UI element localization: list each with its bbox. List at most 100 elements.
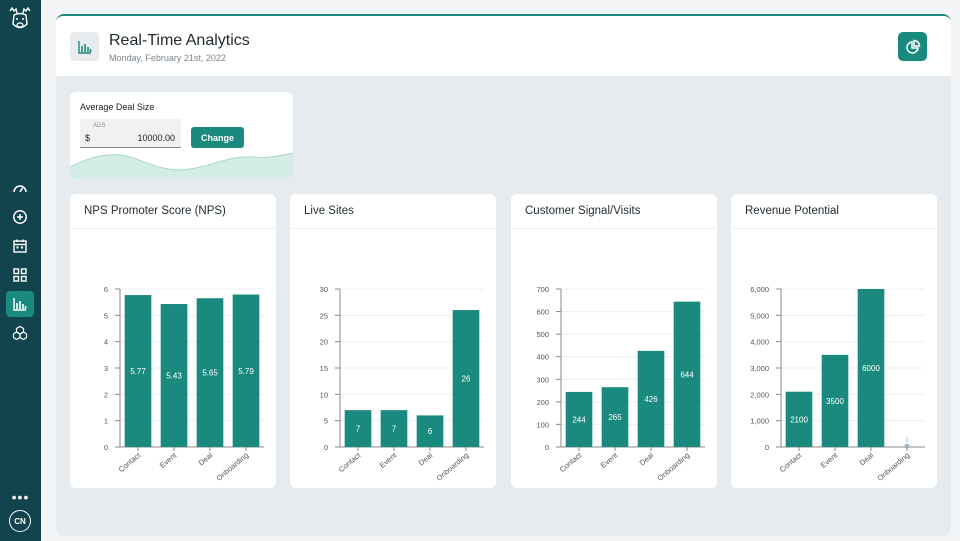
ads-value[interactable]: 10000.00 xyxy=(137,133,175,143)
bar-event xyxy=(380,410,408,447)
y-tick-label: 300 xyxy=(536,375,549,384)
bar-value-label: 0 xyxy=(905,438,909,444)
bar-value-label: 644 xyxy=(680,370,694,379)
y-tick-label: 25 xyxy=(320,311,328,320)
x-tick-label: Onboarding xyxy=(434,451,470,483)
y-tick-label: 0 xyxy=(324,443,328,452)
chart-card-revenue-potential: Revenue Potential 0 1,000 2,000 3,000 4,000 5… xyxy=(731,194,937,488)
bar-value-label: 3500 xyxy=(826,397,844,406)
y-tick-label: 5 xyxy=(324,417,328,426)
y-tick-label: 2,000 xyxy=(750,390,769,399)
y-tick-label: 1 xyxy=(104,417,108,426)
y-tick-label: 600 xyxy=(536,308,549,317)
card-divider xyxy=(511,228,717,229)
bar-onboarding xyxy=(232,294,260,447)
plus-circle-icon xyxy=(13,210,27,224)
bar-value-label: 7 xyxy=(392,425,397,434)
chart-title: Live Sites xyxy=(304,205,354,217)
y-tick-label: 200 xyxy=(536,398,549,407)
x-tick-label: Deal xyxy=(417,450,435,467)
bar-contact xyxy=(124,295,152,447)
bar-value-label: 26 xyxy=(462,375,471,384)
bar-value-label: 5.43 xyxy=(166,372,182,381)
sidebar-item-add[interactable] xyxy=(6,204,34,230)
sidebar-item-apps[interactable] xyxy=(6,262,34,288)
sidebar-item-calendar[interactable] xyxy=(6,233,34,259)
bar-event xyxy=(821,354,849,447)
y-tick-label: 6 xyxy=(104,285,108,294)
bar-deal xyxy=(196,298,224,447)
x-tick-label: Event xyxy=(378,450,399,470)
grid-icon xyxy=(13,268,27,282)
y-tick-label: 0 xyxy=(104,443,108,452)
more-menu-button[interactable]: ••• xyxy=(11,489,30,505)
calendar-icon xyxy=(13,239,27,253)
chart-title: NPS Promoter Score (NPS) xyxy=(84,205,226,217)
y-tick-label: 400 xyxy=(536,353,549,362)
y-tick-label: 3 xyxy=(104,364,108,373)
gauge-icon xyxy=(13,185,27,193)
ads-card-title: Average Deal Size xyxy=(80,102,155,112)
y-tick-label: 4 xyxy=(104,338,108,347)
y-tick-label: 15 xyxy=(320,364,328,373)
x-tick-label: Event xyxy=(599,450,620,470)
x-tick-label: Contact xyxy=(558,450,584,474)
y-tick-label: 2 xyxy=(104,390,108,399)
y-tick-label: 5 xyxy=(104,311,108,320)
x-tick-label: Onboarding xyxy=(875,451,911,483)
bar-chart-icon xyxy=(70,32,99,61)
pie-chart-icon xyxy=(905,39,920,54)
x-tick-label: Contact xyxy=(337,450,363,474)
bar-value-label: 426 xyxy=(644,395,658,404)
bar-contact xyxy=(565,391,593,447)
chart-title: Customer Signal/Visits xyxy=(525,205,641,217)
x-tick-label: Contact xyxy=(778,450,804,474)
chart-nps: 0 1 2 3 4 5 6 5.77 Contact 5.43 Event 5.65 Deal 5.79 O… xyxy=(104,285,264,483)
report-button[interactable] xyxy=(898,32,927,61)
main-content: Real-Time Analytics Monday, February 21s… xyxy=(56,14,951,536)
sidebar: ••• CN xyxy=(0,0,41,541)
bar-zero-marker xyxy=(904,443,910,449)
chart-title: Revenue Potential xyxy=(745,205,839,217)
x-tick-label: Deal xyxy=(638,450,656,467)
ads-currency: $ xyxy=(85,133,91,143)
y-tick-label: 4,000 xyxy=(750,338,769,347)
bar-value-label: 6000 xyxy=(862,364,880,373)
card-divider xyxy=(731,228,937,229)
sidebar-item-modules[interactable] xyxy=(6,320,34,346)
chart-card-nps: NPS Promoter Score (NPS) 0 1 2 3 4 5 6 5.77 Cont… xyxy=(70,194,276,488)
chart-customer-signal: 0 100 200 300 400 500 600 700 244 Contact 265 Event… xyxy=(536,285,705,483)
chart-live-sites: 0 5 10 15 20 25 30 7 Contact 7 Event 6 Deal 26 Onboard… xyxy=(320,285,484,483)
bar-value-label: 2100 xyxy=(790,415,808,424)
x-tick-label: Event xyxy=(158,450,179,470)
chart-card-live-sites: Live Sites 0 5 10 15 20 25 30 7 Contact 7 Event 6 De… xyxy=(290,194,496,488)
x-tick-label: Contact xyxy=(117,450,143,474)
page-date: Monday, February 21st, 2022 xyxy=(109,53,226,63)
y-tick-label: 0 xyxy=(765,443,769,452)
y-tick-label: 0 xyxy=(545,443,549,452)
user-avatar[interactable]: CN xyxy=(9,510,31,532)
y-tick-label: 6,000 xyxy=(750,285,769,294)
y-tick-label: 1,000 xyxy=(750,417,769,426)
bar-contact xyxy=(344,410,372,447)
bar-event xyxy=(160,304,188,447)
bar-value-label: 5.77 xyxy=(130,367,146,376)
x-tick-label: Deal xyxy=(858,450,876,467)
card-divider xyxy=(290,228,496,229)
moose-logo-icon[interactable] xyxy=(6,6,34,34)
sidebar-item-dashboard[interactable] xyxy=(6,175,34,201)
y-tick-label: 30 xyxy=(320,285,328,294)
bar-value-label: 5.65 xyxy=(202,369,218,378)
bar-value-label: 5.79 xyxy=(238,367,254,376)
bar-onboarding xyxy=(452,310,480,447)
chart-revenue-potential: 0 1,000 2,000 3,000 4,000 5,000 6,000 2100 Conta… xyxy=(750,285,925,483)
average-deal-size-card: Average Deal Size ADS $ 10000.00 Change xyxy=(70,92,293,179)
cubes-icon xyxy=(12,325,28,341)
y-tick-label: 5,000 xyxy=(750,311,769,320)
change-button[interactable]: Change xyxy=(191,127,244,148)
bar-value-label: 244 xyxy=(572,415,586,424)
sidebar-item-analytics[interactable] xyxy=(6,291,34,317)
ads-input-field[interactable]: ADS $ 10000.00 xyxy=(80,119,181,148)
y-tick-label: 3,000 xyxy=(750,364,769,373)
bar-value-label: 7 xyxy=(356,425,361,434)
